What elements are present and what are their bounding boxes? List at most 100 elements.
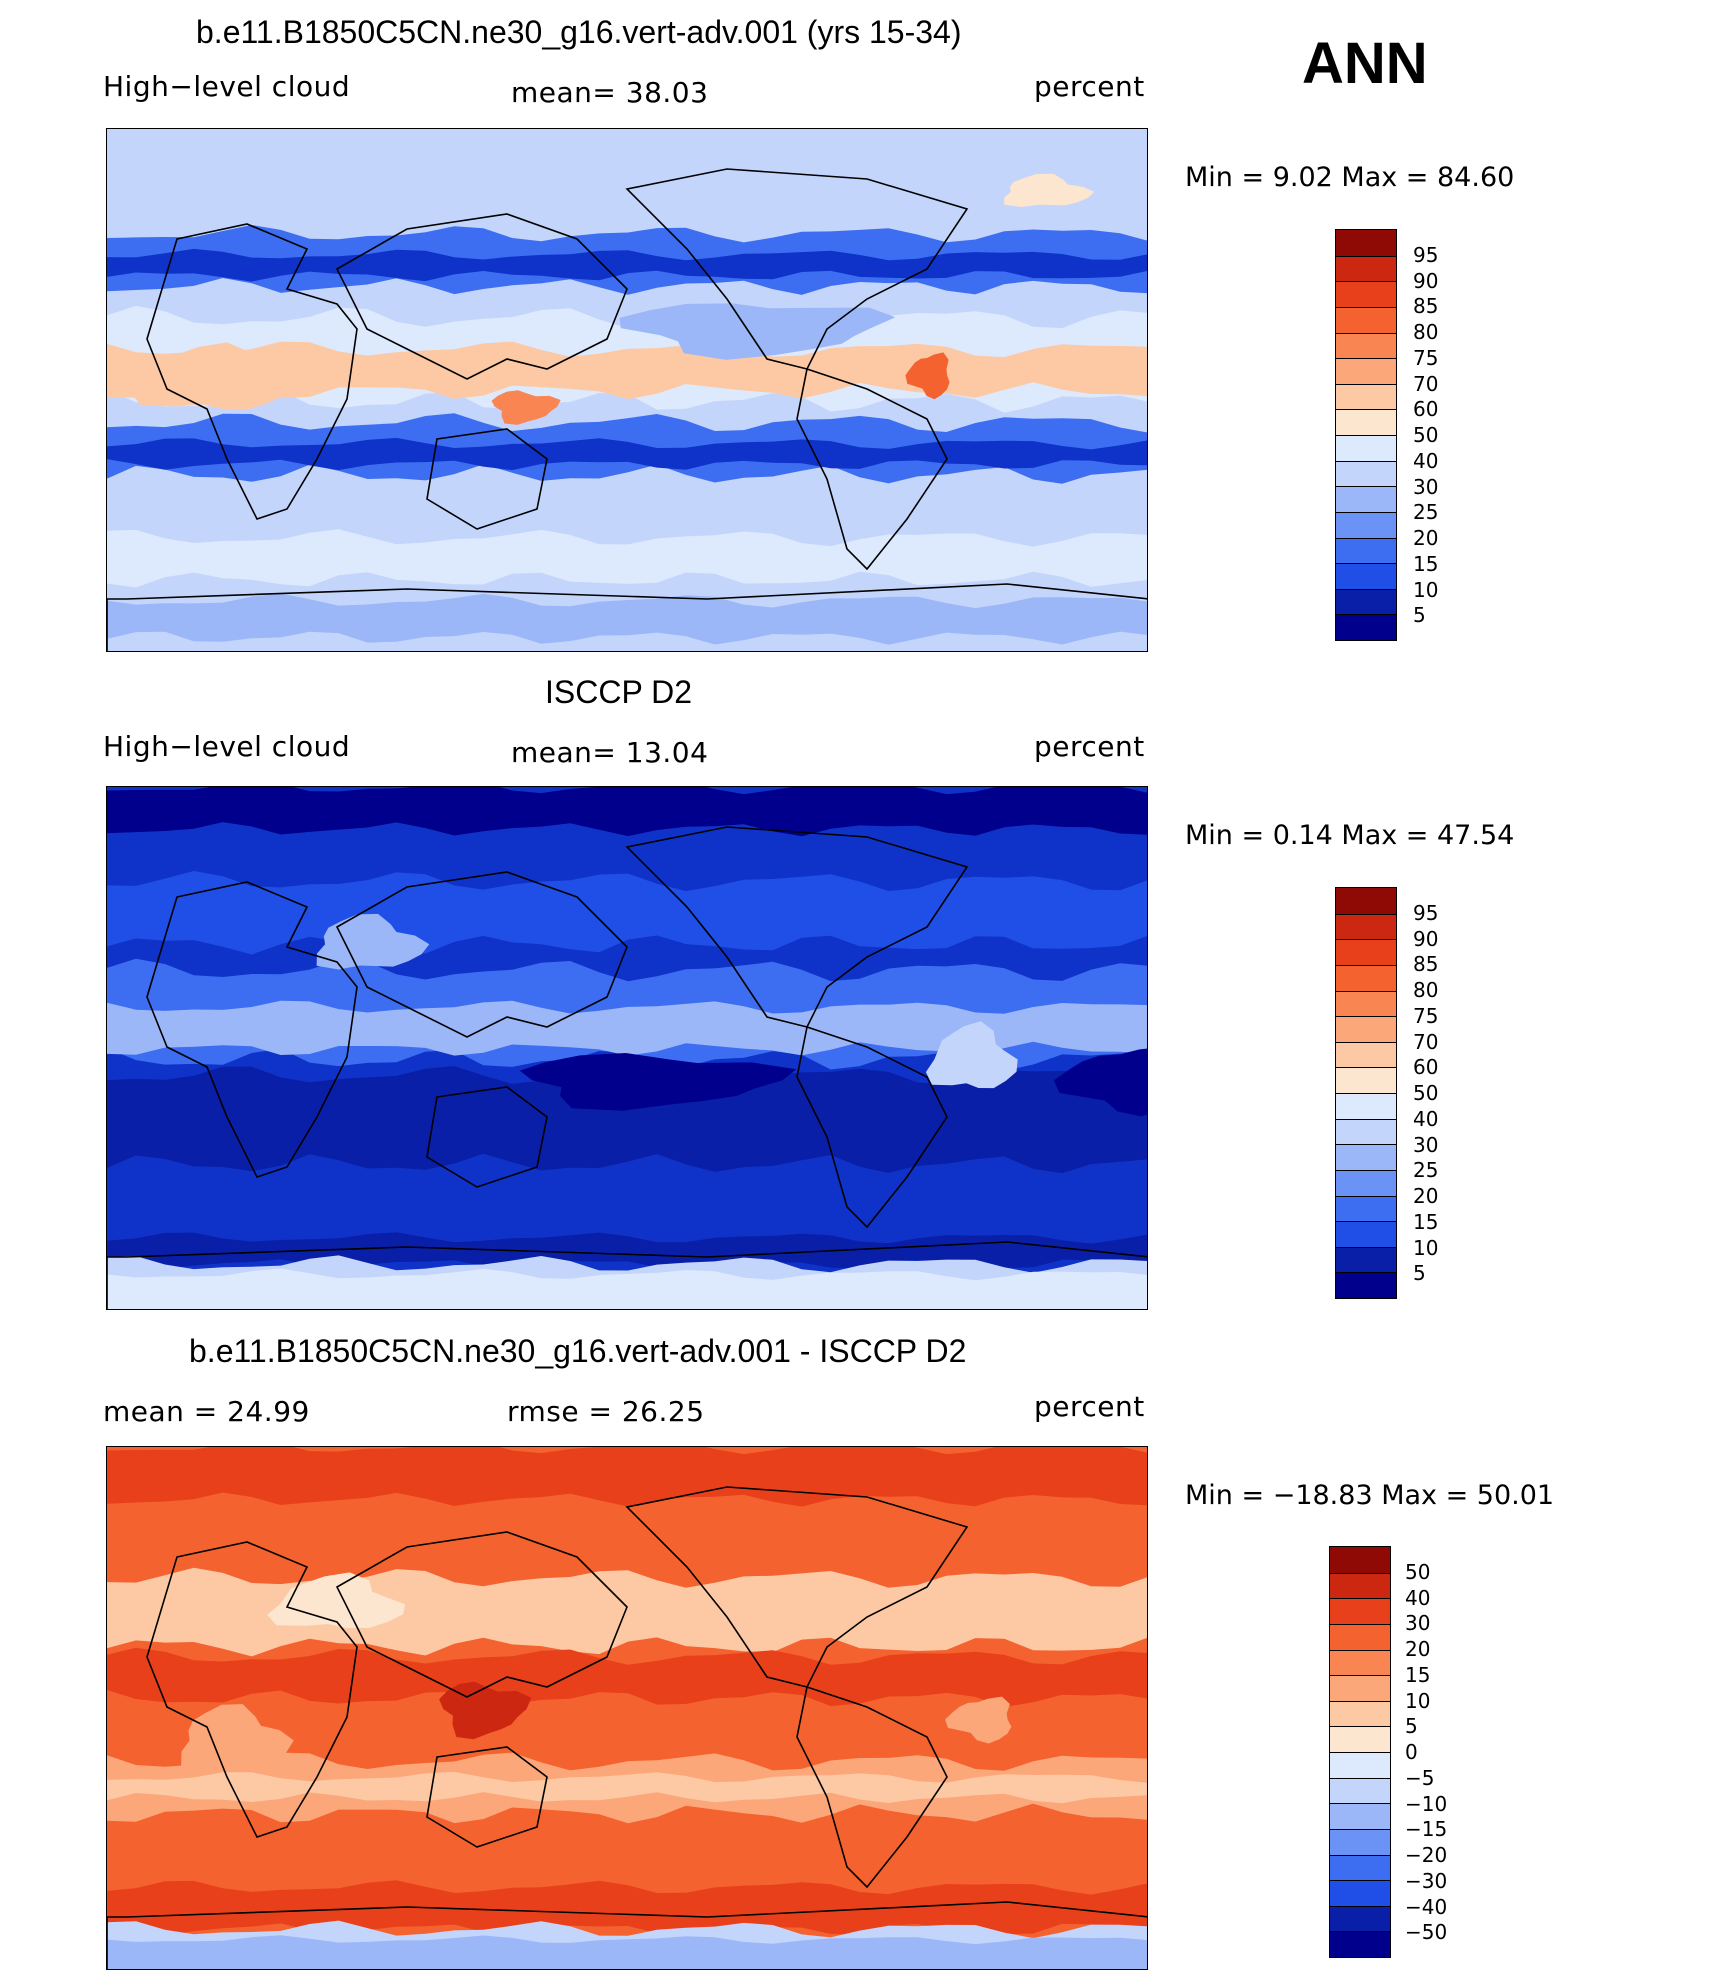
colorbar-tick-label: 70 <box>1413 371 1439 396</box>
contour-blob <box>439 1681 532 1740</box>
colorbar-tick-label: 25 <box>1413 1158 1439 1183</box>
contour-band <box>107 1647 1147 1707</box>
colorbar-cell <box>1330 1828 1390 1855</box>
coastline <box>146 1541 358 1838</box>
coastline <box>625 168 969 370</box>
colorbar-cell <box>1336 1041 1396 1068</box>
colorbar-tick-label: 5 <box>1413 603 1426 628</box>
colorbar-cell <box>1336 435 1396 461</box>
contour-band <box>107 1232 1147 1270</box>
panel-2-minmax: Min = 0.14 Max = 47.54 <box>1185 820 1515 851</box>
coastline <box>625 826 969 1028</box>
colorbar-cell <box>1330 1905 1390 1932</box>
contour-blob <box>925 1021 1018 1089</box>
colorbar-cell <box>1336 1272 1396 1298</box>
colorbar-tick-label: 10 <box>1413 577 1439 602</box>
colorbar-tick-label: 20 <box>1405 1637 1431 1661</box>
colorbar-cell <box>1330 1726 1390 1752</box>
colorbar-cell <box>1336 486 1396 512</box>
coastline <box>107 583 1147 651</box>
colorbar-cell <box>1336 255 1396 282</box>
panel-2-units-label: percent <box>1034 730 1145 763</box>
panel-2-colorbar <box>1335 887 1397 1299</box>
colorbar-tick-label: 90 <box>1413 268 1439 293</box>
colorbar-tick-label: 90 <box>1413 926 1439 951</box>
coastline <box>625 1486 969 1688</box>
colorbar-tick-label: 15 <box>1413 1209 1439 1234</box>
contour-blob <box>316 913 430 970</box>
coastline <box>107 1901 1147 1969</box>
coastline <box>426 1746 548 1848</box>
contour-band <box>107 1447 1147 1507</box>
contour-band <box>107 1880 1147 1937</box>
colorbar-cell <box>1336 990 1396 1017</box>
colorbar-cell <box>1336 1221 1396 1247</box>
coastline <box>796 367 948 571</box>
colorbar-tick-label: 95 <box>1413 900 1439 925</box>
contour-band <box>107 1268 1147 1309</box>
colorbar-tick-label: 20 <box>1413 1184 1439 1208</box>
colorbar-cell <box>1336 1118 1396 1145</box>
panel-1-map <box>106 128 1148 652</box>
coastline <box>426 1086 548 1188</box>
panel-1-colorbar <box>1335 229 1397 641</box>
colorbar-cell <box>1336 281 1396 307</box>
contour-blob <box>181 1704 294 1771</box>
colorbar-cell <box>1336 588 1396 615</box>
colorbar-cell <box>1336 1016 1396 1042</box>
colorbar-tick-label: 40 <box>1405 1585 1431 1610</box>
colorbar-cell <box>1330 1700 1390 1727</box>
contour-blob <box>130 342 292 410</box>
colorbar-tick-label: −15 <box>1405 1817 1448 1842</box>
colorbar-cell <box>1336 1093 1396 1119</box>
colorbar-cell <box>1330 1777 1390 1804</box>
colorbar-tick-label: 40 <box>1413 448 1439 473</box>
colorbar-cell <box>1330 1649 1390 1676</box>
colorbar-tick-label: 75 <box>1413 345 1439 370</box>
colorbar-cell <box>1336 964 1396 991</box>
contour-band <box>107 437 1147 471</box>
contour-blob <box>519 1053 797 1111</box>
panel-3-map <box>106 1446 1148 1970</box>
season-label: ANN <box>1302 31 1428 96</box>
colorbar-cell <box>1330 1752 1390 1778</box>
colorbar-cell <box>1336 614 1396 640</box>
colorbar-tick-label: 80 <box>1413 978 1439 1002</box>
coastline <box>796 1685 948 1889</box>
colorbar-tick-label: 30 <box>1413 474 1439 499</box>
coastline <box>335 213 628 380</box>
contour-band <box>107 593 1147 645</box>
colorbar-tick-label: −5 <box>1405 1765 1435 1790</box>
colorbar-tick-label: 30 <box>1413 1132 1439 1157</box>
map-field <box>107 1447 1147 1969</box>
contour-band <box>107 1000 1147 1056</box>
colorbar-tick-label: 80 <box>1413 320 1439 344</box>
colorbar-cell <box>1336 358 1396 384</box>
colorbar-tick-label: 85 <box>1413 952 1439 977</box>
map-field <box>107 129 1147 651</box>
colorbar-tick-label: 60 <box>1413 1055 1439 1080</box>
colorbar-tick-label: 0 <box>1405 1740 1418 1764</box>
panel-1-minmax: Min = 9.02 Max = 84.60 <box>1185 162 1515 193</box>
colorbar-cell <box>1330 1854 1390 1881</box>
coastline <box>426 428 548 530</box>
panel-3-colorbar <box>1329 1546 1391 1958</box>
contour-band <box>107 1935 1147 1969</box>
contour-band <box>107 1771 1147 1804</box>
colorbar-tick-label: 50 <box>1413 423 1439 447</box>
colorbar-cell <box>1336 1067 1396 1093</box>
colorbar-tick-label: 75 <box>1413 1003 1439 1028</box>
colorbar-tick-label: −20 <box>1405 1843 1448 1867</box>
colorbar-tick-label: 50 <box>1405 1559 1431 1584</box>
contour-blob <box>619 303 896 360</box>
contour-band <box>107 1066 1147 1174</box>
panel-2-variable-label: High−level cloud <box>103 730 351 763</box>
contour-band <box>107 787 1147 837</box>
colorbar-cell <box>1330 1675 1390 1701</box>
panel-1-title: b.e11.B1850C5CN.ne30_g16.vert-adv.001 (y… <box>196 14 962 50</box>
contour-blob <box>945 1696 1012 1744</box>
panel-2-title: ISCCP D2 <box>545 674 693 710</box>
panel-3-title: b.e11.B1850C5CN.ne30_g16.vert-adv.001 - … <box>189 1333 967 1369</box>
panel-3-units-label: percent <box>1034 1390 1145 1423</box>
contour-band <box>107 248 1147 282</box>
